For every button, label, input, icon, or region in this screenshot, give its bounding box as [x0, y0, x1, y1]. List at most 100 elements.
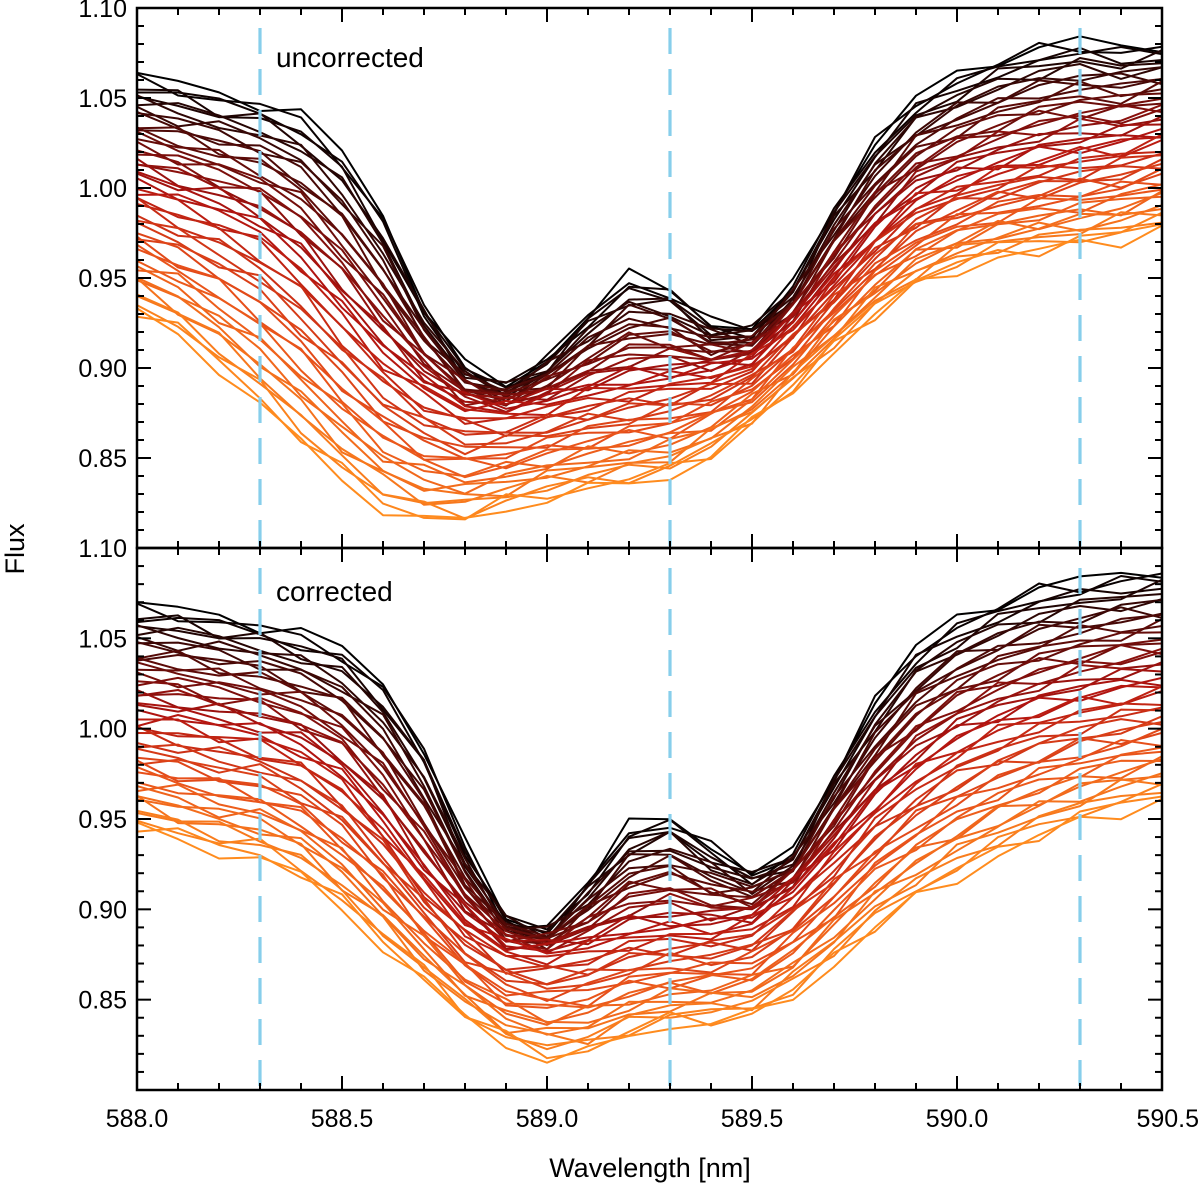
- y-tick-label: 1.05: [78, 85, 127, 113]
- x-tick-label: 589.0: [516, 1105, 579, 1133]
- spectrum-line: [137, 676, 1162, 952]
- x-tick-label: 590.0: [926, 1105, 989, 1133]
- spectrum-line: [137, 123, 1162, 406]
- spectrum-line: [137, 133, 1162, 425]
- spectrum-line: [137, 613, 1162, 938]
- y-tick-label: 0.95: [78, 265, 127, 293]
- y-tick-label: 0.85: [78, 445, 127, 473]
- spectrum-line: [137, 668, 1162, 946]
- spectrum-line: [137, 746, 1162, 1009]
- x-tick-label: 590.5: [1136, 1105, 1199, 1133]
- spectrum-line: [137, 63, 1162, 399]
- panel-label-corrected: corrected: [276, 576, 393, 607]
- spectrum-line: [137, 631, 1162, 940]
- spectrum-line: [137, 154, 1162, 436]
- spectrum-line: [137, 167, 1162, 460]
- spectrum-line: [137, 108, 1162, 406]
- spectrum-line: [137, 598, 1162, 940]
- spectrum-line: [137, 80, 1162, 402]
- spectrum-line: [137, 759, 1162, 1024]
- y-tick-label: 1.10: [78, 535, 127, 563]
- spectrum-line: [137, 49, 1162, 391]
- spectrum-line: [137, 211, 1162, 520]
- spectrum-line: [137, 104, 1162, 396]
- spectrum-line: [137, 97, 1162, 407]
- spectrum-line: [137, 750, 1162, 1009]
- y-tick-label: 1.00: [78, 716, 127, 744]
- spectrum-line: [137, 678, 1162, 953]
- spectrum-line: [137, 80, 1162, 392]
- spectrum-line: [137, 661, 1162, 950]
- x-tick-label: 588.5: [311, 1105, 374, 1133]
- spectrum-line: [137, 651, 1162, 951]
- spectrum-line: [137, 204, 1162, 498]
- spectrum-line: [137, 72, 1162, 393]
- spectrum-line: [137, 795, 1162, 1060]
- plot-frame-corrected: [135, 546, 1164, 1092]
- spectrum-line: [137, 775, 1162, 1036]
- spectrum-line: [137, 183, 1162, 479]
- x-tick-label: 588.0: [106, 1105, 169, 1133]
- spectrum-line: [137, 115, 1162, 413]
- y-tick-label: 0.95: [78, 806, 127, 834]
- spectrum-line: [137, 165, 1162, 434]
- spectrum-line: [137, 684, 1162, 955]
- spectrum-line: [137, 117, 1162, 401]
- spectrum-line: [137, 46, 1162, 389]
- spectrum-line: [137, 221, 1162, 505]
- spectrum-line: [137, 162, 1162, 456]
- y-tick-label: 1.00: [78, 175, 127, 203]
- spectrum-line: [137, 127, 1162, 414]
- x-axis-label: Wavelength [nm]: [549, 1153, 751, 1183]
- spectrum-line: [137, 191, 1162, 495]
- spectrum-line: [137, 92, 1162, 395]
- spectrum-line: [137, 772, 1162, 1035]
- spectrum-line: [137, 638, 1162, 943]
- spectrum-line: [137, 727, 1162, 997]
- spectrum-line: [137, 572, 1162, 930]
- panel-label-uncorrected: uncorrected: [276, 42, 424, 73]
- spectrum-line: [137, 134, 1162, 410]
- y-axis-label: Flux: [0, 523, 30, 575]
- spectrum-line: [137, 188, 1162, 470]
- panel-uncorrected: 0.85 0.90 0.95 1.00 1.05 1.10 uncorrected: [78, 0, 1164, 550]
- y-tick-label: 1.10: [78, 0, 127, 23]
- spectra-curves-uncorrected: [137, 35, 1162, 521]
- y-tick-label: 0.90: [78, 355, 127, 383]
- spectra-curves-corrected: [137, 571, 1162, 1064]
- y-tick-label: 0.90: [78, 896, 127, 924]
- spectrum-line: [137, 150, 1162, 420]
- spectrum-line: [137, 798, 1162, 1064]
- spectrum-line: [137, 663, 1162, 954]
- spectrum-line: [137, 642, 1162, 945]
- spectrum-line: [137, 721, 1162, 990]
- reference-lines-uncorrected: [258, 28, 1082, 548]
- spectrum-line: [137, 78, 1162, 393]
- spectrum-line: [137, 791, 1162, 1051]
- y-tick-label: 0.85: [78, 987, 127, 1015]
- reference-lines-corrected: [258, 568, 1082, 1090]
- spectrum-line: [137, 783, 1162, 1047]
- spectrum-line: [137, 575, 1162, 931]
- spectrum-line: [137, 158, 1162, 446]
- spectrum-line: [137, 706, 1162, 975]
- y-tick-labels-uncorrected: 0.85 0.90 0.95 1.00 1.05 1.10: [78, 0, 127, 473]
- y-tick-labels-corrected: 0.85 0.90 0.95 1.00 1.05 1.10: [78, 535, 127, 1015]
- spectrum-line: [137, 224, 1162, 519]
- spectrum-line: [137, 587, 1162, 943]
- spectrum-line: [137, 57, 1162, 384]
- spectrum-line: [137, 690, 1162, 966]
- panel-corrected: 0.85 0.90 0.95 1.00 1.05 1.10 corrected: [78, 535, 1164, 1092]
- spectrum-line: [137, 46, 1162, 384]
- x-tick-label: 589.5: [721, 1105, 784, 1133]
- spectrum-line: [137, 172, 1162, 449]
- y-tick-label: 1.05: [78, 625, 127, 653]
- spectrum-line: [137, 152, 1162, 438]
- spectrum-line: [137, 778, 1162, 1046]
- spectrum-line: [137, 593, 1162, 940]
- spectrum-line: [137, 139, 1162, 417]
- spectrum-line: [137, 100, 1162, 406]
- spectrum-line: [137, 758, 1162, 1024]
- x-tick-labels: 588.0 588.5 589.0 589.5 590.0 590.5: [106, 1105, 1199, 1133]
